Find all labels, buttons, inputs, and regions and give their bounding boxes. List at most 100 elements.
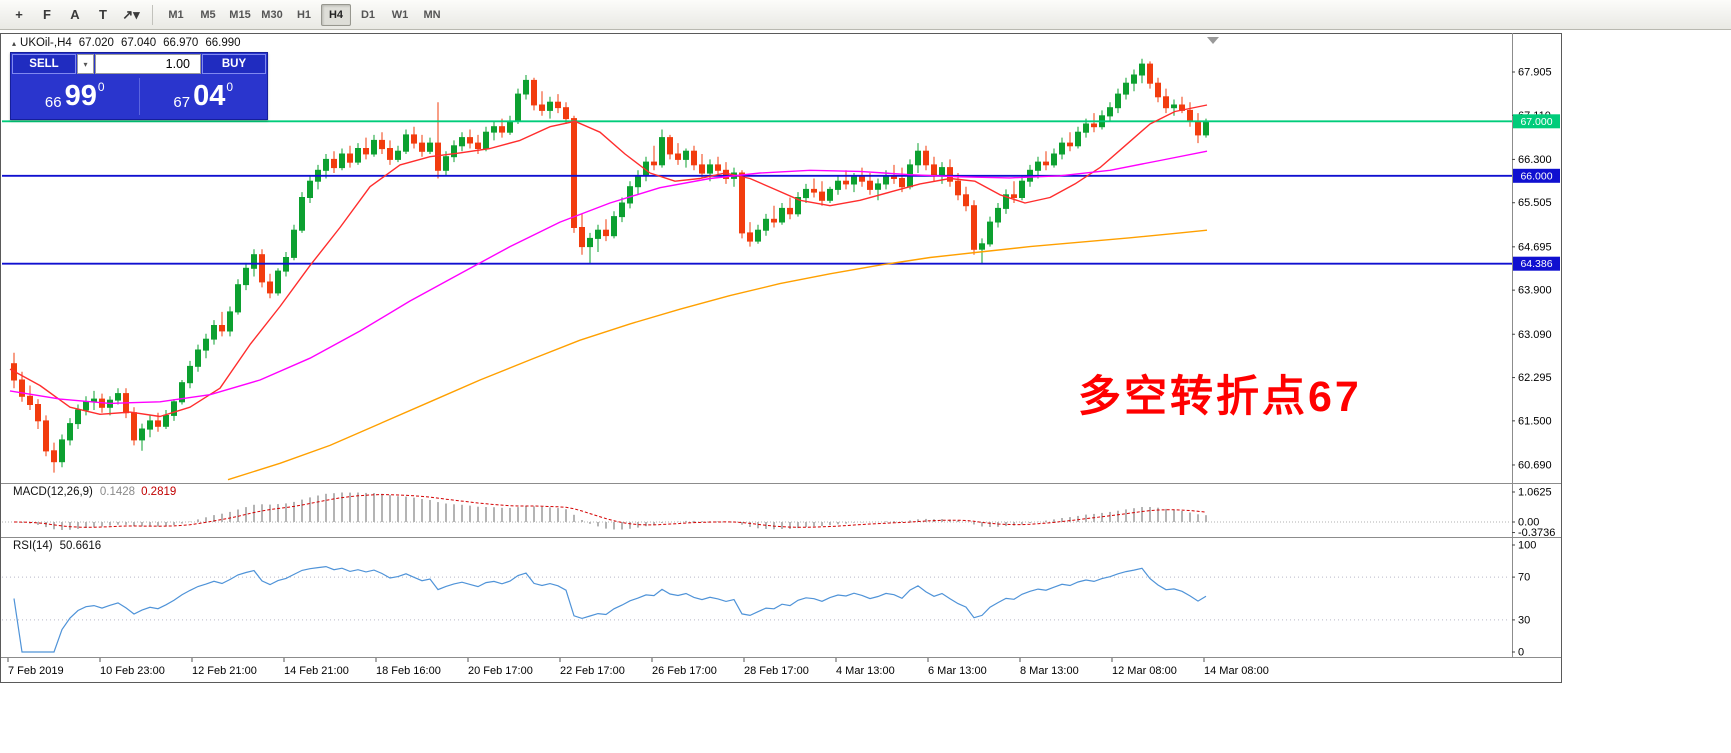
candle-body	[291, 229, 297, 258]
candle-body	[675, 153, 681, 160]
candle-body	[755, 229, 761, 242]
timeframe-button-mn[interactable]: MN	[423, 8, 441, 21]
candle-body	[299, 197, 305, 231]
price-axis-label: 61.500	[1518, 415, 1552, 427]
candle-body	[1131, 74, 1137, 84]
candle-body	[27, 395, 33, 405]
time-axis-label: 14 Mar 08:00	[1204, 665, 1269, 677]
candle-body	[851, 175, 857, 185]
candle-body	[267, 281, 273, 294]
candle-body	[19, 379, 25, 397]
macd-signal-line	[13, 494, 1207, 528]
timeframe-button-m15[interactable]: M15	[229, 8, 251, 21]
candle-body	[307, 180, 313, 198]
chart-shift-marker-icon[interactable]	[1207, 37, 1219, 44]
candle-body	[1067, 142, 1073, 147]
candle-body	[1171, 104, 1177, 109]
rsi-axis-label: 0	[1518, 647, 1524, 659]
candle-body	[1115, 93, 1121, 109]
volume-input[interactable]: 1.00	[95, 54, 201, 74]
candle-body	[987, 221, 993, 245]
candle-body	[803, 188, 809, 199]
candle-body	[787, 207, 793, 215]
crosshair-icon[interactable]: +	[15, 7, 23, 22]
buy-price-button[interactable]: 67 04 0	[140, 75, 268, 118]
candle-body	[355, 148, 361, 163]
timeframe-button-h1[interactable]: H1	[296, 8, 312, 21]
time-axis-label: 6 Mar 13:00	[928, 665, 987, 677]
candle-body	[963, 194, 969, 207]
sell-price-pips: 99	[64, 80, 97, 112]
fibonacci-icon[interactable]: F	[43, 7, 51, 22]
price-badge-64.386	[1513, 256, 1560, 271]
candle-body	[555, 101, 561, 109]
price-badge-text: 66.000	[1520, 170, 1552, 182]
candle-body	[483, 131, 489, 149]
macd-axis[interactable]: 1.0625 0.00-0.3736	[1512, 486, 1555, 539]
candle-body	[875, 183, 881, 190]
text-icon[interactable]: A	[70, 7, 80, 22]
open-value: 67.020	[78, 37, 114, 49]
timeframe-button-h4[interactable]: H4	[321, 3, 351, 26]
line-tools-group: + F A T ↗▾	[6, 3, 144, 27]
text-label-icon[interactable]: T	[99, 7, 107, 22]
candle-body	[1059, 142, 1065, 155]
arrows-icon[interactable]: ↗▾	[122, 6, 140, 22]
time-axis-label: 8 Mar 13:00	[1020, 665, 1079, 677]
candle-body	[659, 137, 665, 166]
macd-axis-label: 0.00	[1518, 517, 1539, 529]
candle-body	[1203, 121, 1209, 136]
rsi-axis[interactable]: 100 70 30 0	[1512, 540, 1536, 659]
candle-body	[1011, 194, 1017, 199]
chart-canvas[interactable]: 67.90567.11066.30065.50564.69563.90063.0…	[0, 30, 1731, 753]
candle-body	[531, 79, 537, 106]
candle-body	[163, 414, 169, 427]
candle-body	[843, 180, 849, 185]
candle-body	[443, 156, 449, 171]
volume-dropdown-icon[interactable]: ▾	[77, 54, 94, 74]
timeframe-button-m1[interactable]: M1	[168, 8, 184, 21]
candle-body	[1051, 153, 1057, 166]
price-badge-text: 67.000	[1520, 116, 1552, 128]
candle-body	[747, 232, 753, 242]
candle-body	[547, 101, 553, 111]
timeframe-button-m5[interactable]: M5	[200, 8, 216, 21]
candle-body	[219, 325, 225, 332]
candle-body	[427, 142, 433, 152]
candle-body	[387, 148, 393, 160]
candle-body	[323, 158, 329, 171]
timeframe-button-w1[interactable]: W1	[391, 8, 409, 21]
buy-price-sup: 0	[226, 80, 234, 94]
symbol-label: UKOil-,H4	[20, 37, 72, 49]
collapse-panel-icon[interactable]: ▴	[12, 39, 17, 48]
time-axis[interactable]: 7 Feb 2019 10 Feb 23:00 12 Feb 21:00 14 Feb…	[7, 658, 1269, 677]
buy-button[interactable]: BUY	[202, 54, 266, 74]
candle-body	[619, 202, 625, 218]
time-axis-label: 28 Feb 17:00	[744, 665, 809, 677]
horizontal-line-objects[interactable]	[2, 120, 1512, 265]
candle-body	[459, 137, 465, 147]
price-axis[interactable]: 67.90567.11066.30065.50564.69563.90063.0…	[1512, 67, 1560, 472]
window-frame	[0, 33, 1562, 683]
buy-price-pips: 04	[193, 80, 226, 112]
timeframe-group: M1 M5 M15 M30 H1 H4 D1 W1 MN	[161, 3, 447, 26]
sell-price-button[interactable]: 66 99 0	[11, 75, 139, 118]
timeframe-button-d1[interactable]: D1	[360, 8, 376, 21]
price-badge-67.000	[1513, 114, 1560, 129]
candle-body	[1195, 120, 1201, 136]
candle-body	[155, 420, 161, 427]
candle-body	[379, 139, 385, 150]
candle-body	[1139, 63, 1145, 76]
candle-body	[539, 104, 545, 111]
trade-panel-price-row: 66 99 0 67 04 0	[11, 75, 267, 118]
price-axis-label: 65.505	[1518, 197, 1552, 209]
candle-body	[955, 180, 961, 196]
sell-button[interactable]: SELL	[12, 54, 76, 74]
close-value: 66.990	[205, 37, 241, 49]
candle-body	[835, 180, 841, 190]
timeframe-button-m30[interactable]: M30	[261, 8, 283, 21]
candle-body	[499, 126, 505, 133]
toolbar: + F A T ↗▾ M1 M5 M15 M30 H1 H4 D1 W1 MN	[0, 0, 1731, 30]
time-axis-label: 22 Feb 17:00	[560, 665, 625, 677]
